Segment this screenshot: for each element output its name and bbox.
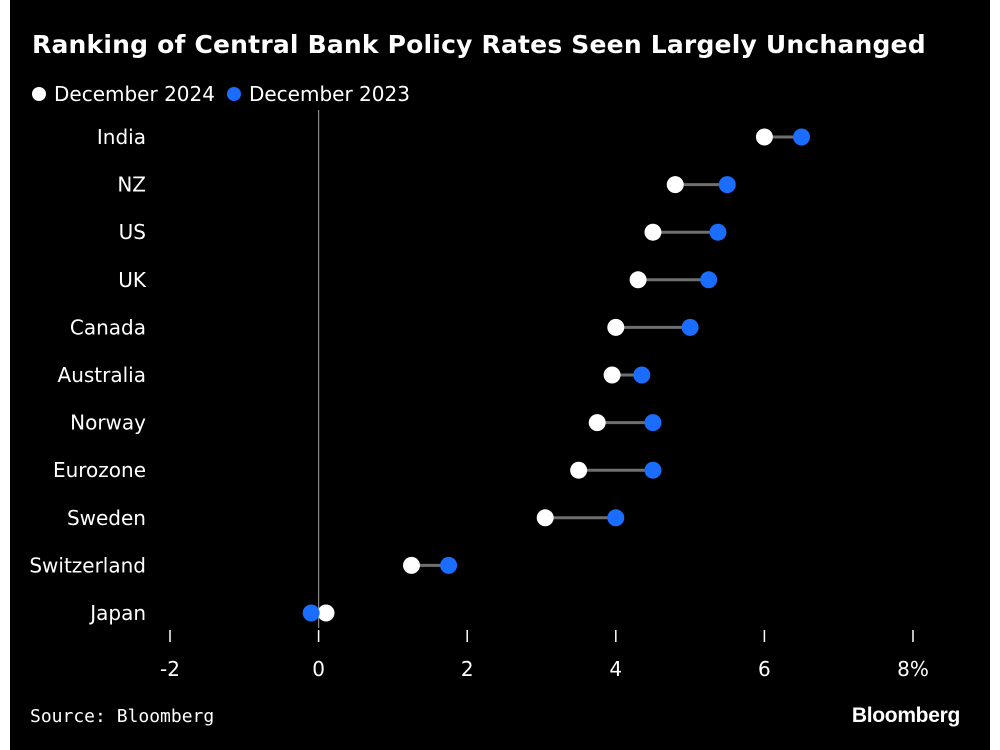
x-tick-label: 6 [758, 657, 771, 681]
category-label-eurozone: Eurozone [53, 458, 146, 482]
point-december-2024-norway [588, 414, 606, 432]
legend-swatch-december-2023 [226, 87, 241, 101]
category-label-us: US [119, 220, 146, 244]
point-december-2023-india [793, 128, 811, 146]
point-december-2024-nz [666, 176, 684, 194]
legend-item-december-2024: December 2024 [32, 82, 215, 106]
category-label-nz: NZ [117, 173, 146, 197]
point-december-2024-uk [629, 271, 647, 289]
point-december-2023-norway [644, 414, 662, 432]
point-december-2024-japan [317, 604, 335, 622]
point-december-2024-australia [603, 366, 621, 384]
point-december-2023-uk [700, 271, 718, 289]
point-december-2023-sweden [607, 509, 625, 527]
chart-legend: December 2024 December 2023 [32, 81, 422, 107]
legend-item-december-2023: December 2023 [226, 82, 410, 106]
dot-plot: -2 0 2 4 6 8% India NZ US UK Canada Australia Norway… [29, 110, 929, 681]
point-december-2023-nz [718, 176, 736, 194]
category-label-norway: Norway [70, 411, 146, 435]
bloomberg-logo: Bloomberg [851, 704, 960, 727]
category-label-australia: Australia [58, 363, 146, 387]
x-tick-label: 2 [461, 657, 474, 681]
category-label-canada: Canada [70, 315, 146, 339]
category-label-sweden: Sweden [67, 506, 146, 530]
point-december-2023-canada [681, 318, 699, 336]
chart-title: Ranking of Central Bank Policy Rates See… [32, 30, 926, 59]
x-tick-label: 8% [897, 657, 929, 681]
point-december-2024-canada [607, 318, 625, 336]
legend-label-december-2024: December 2024 [54, 82, 215, 106]
point-december-2024-eurozone [570, 461, 588, 479]
point-december-2024-india [755, 128, 773, 146]
category-label-india: India [97, 125, 146, 149]
x-tick-label: 4 [609, 657, 622, 681]
chart-frame: Ranking of Central Bank Policy Rates See… [10, 0, 990, 750]
point-december-2023-switzerland [440, 556, 458, 574]
point-december-2024-switzerland [402, 556, 420, 574]
category-label-japan: Japan [88, 601, 146, 625]
point-december-2023-us [709, 223, 727, 241]
source-note: Source: Bloomberg [30, 706, 215, 727]
x-tick-label: 0 [312, 657, 325, 681]
point-december-2023-japan [302, 604, 320, 622]
legend-label-december-2023: December 2023 [248, 82, 410, 106]
x-tick-label: -2 [160, 657, 180, 681]
legend-swatch-december-2024 [32, 87, 46, 101]
point-december-2024-us [644, 223, 662, 241]
point-december-2023-australia [633, 366, 651, 384]
category-label-switzerland: Switzerland [29, 553, 146, 577]
point-december-2024-sweden [536, 509, 554, 527]
point-december-2023-eurozone [644, 461, 662, 479]
category-label-uk: UK [118, 268, 147, 292]
